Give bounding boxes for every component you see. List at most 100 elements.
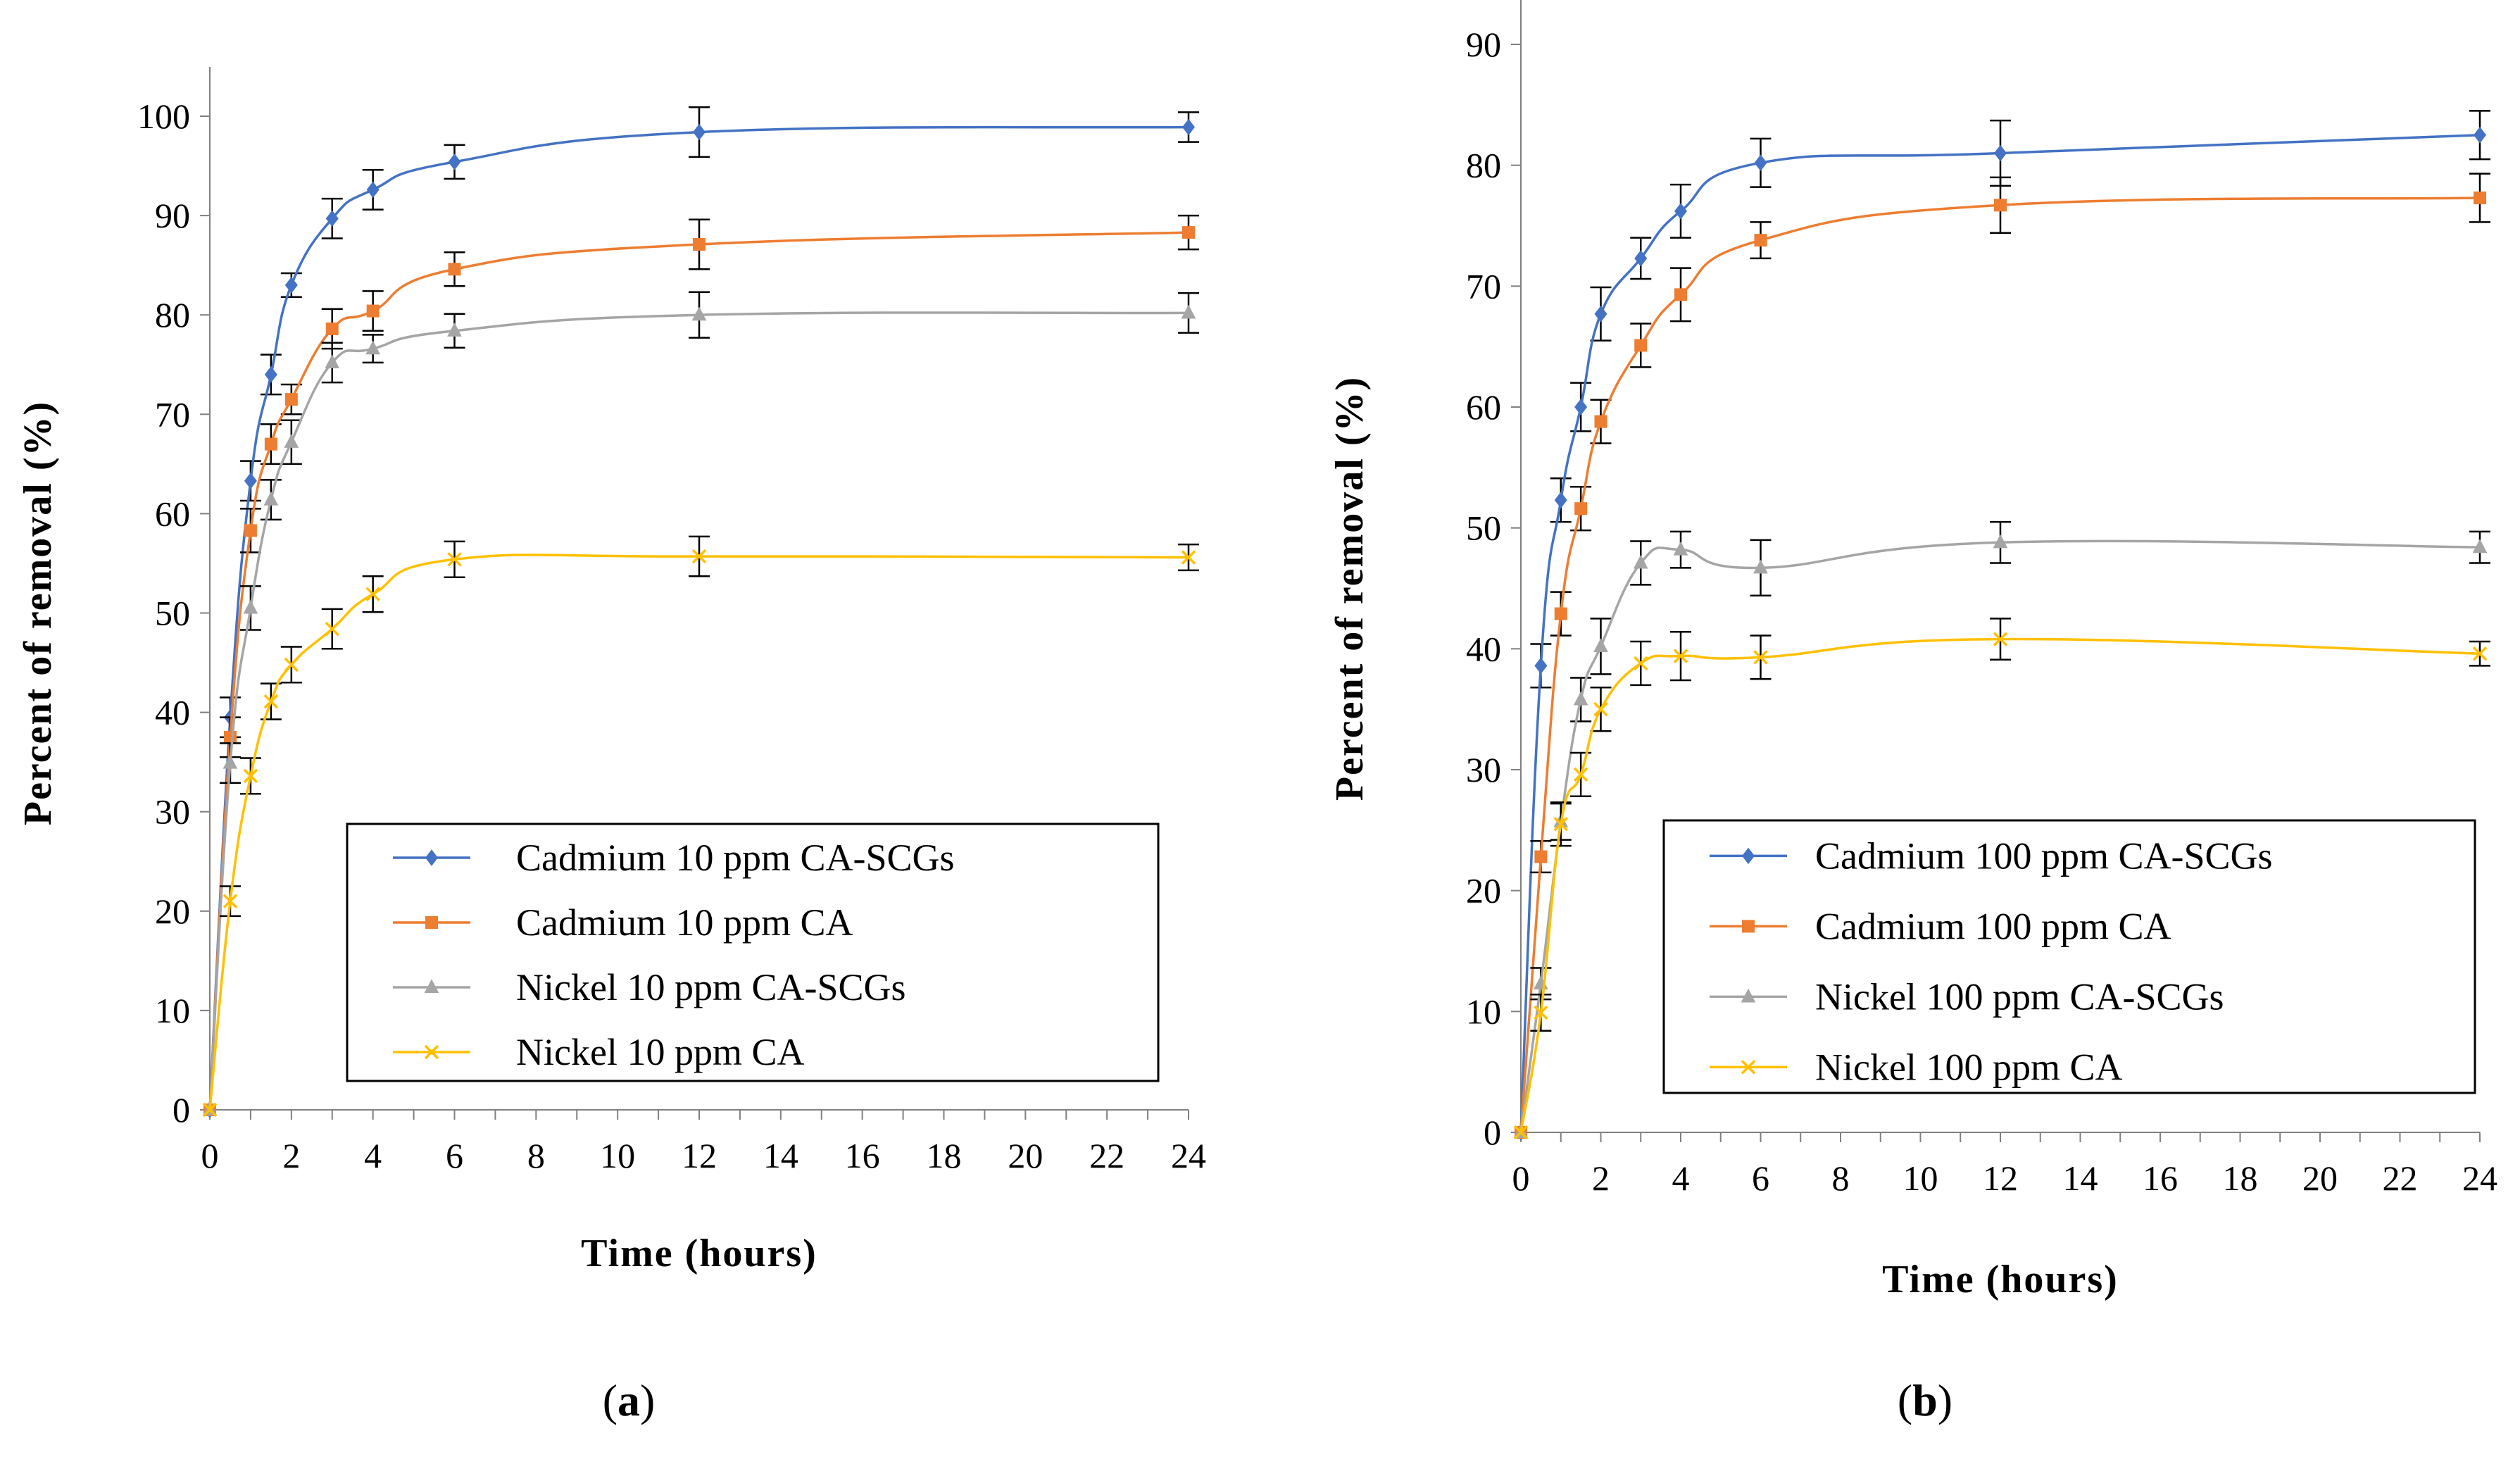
x-tick-label: 14	[763, 1136, 798, 1175]
y-tick-label: 20	[155, 892, 190, 931]
data-point	[447, 323, 462, 337]
data-point	[202, 1102, 218, 1118]
data-point	[365, 340, 381, 355]
x-tick-label: 14	[2063, 1158, 2098, 1198]
x-tick-label: 18	[927, 1136, 962, 1175]
marker-stroke	[1573, 767, 1588, 782]
legend-item: Nickel 10 ppm CA	[393, 1031, 804, 1073]
data-point	[263, 491, 279, 506]
x-tick-label: 10	[600, 1136, 635, 1175]
panel-label: (b)	[1898, 1375, 1952, 1425]
y-tick-label: 0	[173, 1090, 190, 1130]
marker-stroke	[202, 1102, 218, 1118]
marker-stroke	[1753, 650, 1768, 665]
marker-stroke	[2472, 646, 2488, 661]
x-tick-label: 4	[1672, 1158, 1690, 1198]
data-point	[693, 238, 706, 251]
legend: Cadmium 10 ppm CA-SCGs Cadmium 10 ppm CA N…	[346, 823, 1160, 1082]
series-line	[208, 554, 1189, 1111]
marker-stroke	[365, 587, 380, 601]
legend-marker	[425, 916, 438, 929]
x-tick-label: 12	[682, 1136, 717, 1175]
panel-label-letter: b	[1912, 1375, 1938, 1425]
data-point	[1753, 559, 1768, 574]
data-point	[448, 263, 461, 276]
x-tick-label: 22	[2383, 1158, 2418, 1198]
data-point	[447, 552, 462, 567]
x-tick-label: 0	[1512, 1158, 1530, 1198]
y-tick-label: 40	[155, 693, 190, 732]
legend-label: Nickel 10 ppm CA	[516, 1031, 804, 1073]
marker-stroke	[1593, 701, 1608, 717]
legend: Cadmium 100 ppm CA-SCGs Cadmium 100 ppm C…	[1662, 819, 2476, 1094]
data-point	[1994, 144, 2007, 162]
y-tick-label: 80	[1466, 146, 1501, 185]
legend-marker	[424, 1044, 439, 1060]
marker-stroke	[1513, 1125, 1529, 1140]
panel-label-close: )	[640, 1375, 655, 1425]
data-point	[365, 587, 380, 601]
data-point	[1753, 650, 1768, 665]
data-point	[244, 473, 257, 489]
data-point	[1554, 607, 1567, 620]
data-point	[284, 277, 298, 294]
series-ni_scg	[202, 291, 1199, 1116]
y-tick-label: 60	[1466, 387, 1501, 427]
data-point	[1634, 656, 1648, 671]
legend-marker	[425, 849, 438, 866]
x-tick-label: 12	[1983, 1158, 2018, 1198]
series-line	[208, 231, 1189, 1111]
legend-marker	[1741, 988, 1756, 1003]
data-point	[1573, 691, 1588, 706]
data-point	[325, 210, 339, 227]
panel-label: (a)	[603, 1375, 656, 1425]
y-tick-label: 70	[1466, 266, 1501, 306]
data-point	[1574, 399, 1588, 415]
x-tick-label: 0	[201, 1136, 219, 1175]
x-tick-label: 8	[527, 1136, 545, 1175]
marker-stroke	[263, 694, 279, 709]
legend-label: Cadmium 10 ppm CA-SCGs	[516, 837, 955, 879]
data-point	[325, 621, 339, 637]
marker-stroke	[325, 621, 339, 637]
marker-stroke	[1741, 1060, 1756, 1075]
data-point	[1594, 415, 1607, 428]
x-axis-title: Time (hours)	[581, 1232, 817, 1275]
marker-stroke	[447, 552, 462, 567]
y-tick-label: 70	[155, 394, 190, 434]
x-tick-label: 18	[2223, 1158, 2258, 1198]
data-point	[1593, 638, 1608, 652]
marker-stroke	[1634, 656, 1648, 671]
data-point	[1182, 118, 1195, 136]
marker-stroke	[424, 1044, 439, 1060]
x-tick-label: 16	[845, 1136, 880, 1175]
y-axis-title: Percent of removal (%)	[1328, 376, 1372, 801]
legend-item: Nickel 10 ppm CA-SCGs	[393, 966, 906, 1008]
data-point	[1754, 154, 1767, 171]
panel-label-open: (	[603, 1375, 618, 1425]
y-tick-label: 20	[1466, 871, 1501, 911]
data-point	[325, 322, 339, 335]
legend-box	[346, 823, 1160, 1082]
legend-label: Nickel 100 ppm CA	[1815, 1046, 2122, 1088]
data-point	[1181, 550, 1196, 565]
legend-marker	[424, 979, 439, 994]
x-tick-label: 20	[1008, 1136, 1043, 1175]
legend-marker	[1741, 1060, 1756, 1075]
y-tick-label: 100	[137, 96, 190, 136]
y-tick-label: 40	[1466, 629, 1501, 668]
legend-item: Nickel 100 ppm CA	[1710, 1046, 2122, 1088]
data-point	[2472, 539, 2488, 554]
legend-marker	[1742, 920, 1755, 933]
legend-label: Nickel 100 ppm CA-SCGs	[1815, 975, 2224, 1018]
data-point	[222, 894, 238, 908]
data-point	[1181, 304, 1196, 319]
legend-label: Cadmium 100 ppm CA	[1815, 905, 2171, 947]
series-ni_ca	[1513, 618, 2490, 1140]
marker-stroke	[222, 894, 238, 908]
y-tick-label: 80	[155, 295, 190, 334]
data-point	[448, 154, 461, 170]
